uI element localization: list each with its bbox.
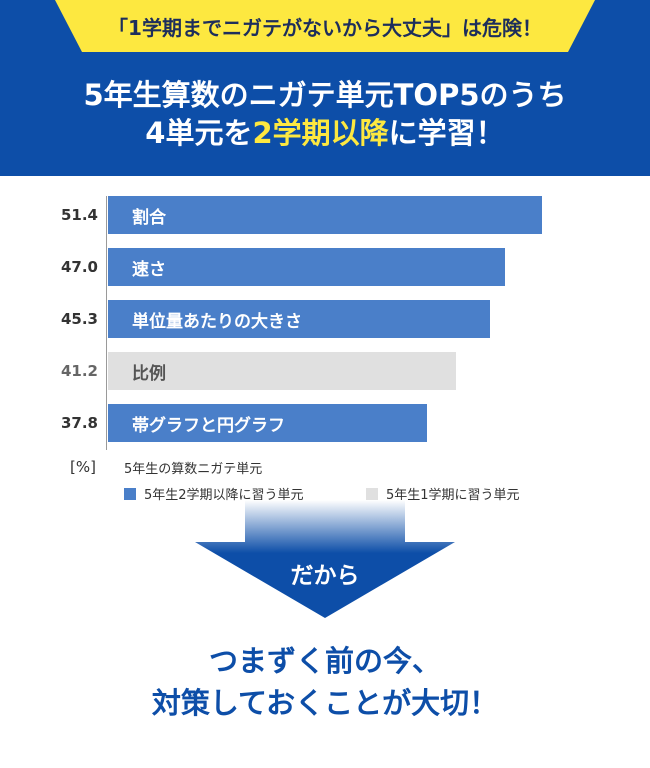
bar-category-label: 割合: [132, 207, 166, 228]
legend-item-first-term: 5年生1学期に習う単元: [366, 484, 520, 503]
conclusion-line2: 対策しておくことが大切！: [151, 686, 499, 720]
conclusion-line1: つまずく前の今、: [208, 644, 441, 678]
bar-value-label: 51.4: [60, 206, 98, 224]
bar: 単位量あたりの大きさ: [108, 300, 490, 338]
headline-line2-part3: に学習！: [388, 116, 505, 150]
legend-swatch-blue: [124, 487, 136, 500]
bar: 速さ: [108, 248, 505, 286]
header-banner: 「1学期までニガテがないから大丈夫」は危険！ 5年生算数のニガテ単元TOP5のう…: [0, 0, 650, 176]
bar: 比例: [108, 352, 456, 390]
bar: 割合: [108, 196, 542, 234]
headline-line2-part1: 4単元を: [145, 116, 253, 150]
bar-category-label: 単位量あたりの大きさ: [132, 311, 302, 332]
bar-category-label: 比例: [132, 363, 166, 384]
legend-label-first-term: 5年生1学期に習う単元: [386, 488, 520, 503]
warning-text: 「1学期までニガテがないから大丈夫」は危険！: [108, 15, 542, 40]
bar-value-label: 45.3: [60, 310, 98, 328]
chart-title: 5年生の算数ニガテ単元: [124, 462, 263, 477]
bar-value-label: 41.2: [60, 362, 98, 380]
down-arrow-icon: [195, 500, 455, 618]
headline-line2: 4単元を2学期以降に学習！: [0, 114, 650, 152]
bar-value-label: 47.0: [60, 258, 98, 276]
bar-value-label: 37.8: [60, 414, 98, 432]
legend-label-second-term: 5年生2学期以降に習う単元: [144, 488, 304, 503]
bar: 帯グラフと円グラフ: [108, 404, 427, 442]
headline-line1: 5年生算数のニガテ単元TOP5のうち: [83, 78, 567, 112]
chart-axis-line: [106, 196, 107, 450]
legend-swatch-gray: [366, 487, 378, 500]
bar-category-label: 帯グラフと円グラフ: [132, 415, 285, 436]
headline: 5年生算数のニガテ単元TOP5のうち 4単元を2学期以降に学習！: [0, 76, 650, 152]
warning-ribbon: 「1学期までニガテがないから大丈夫」は危険！: [55, 0, 595, 52]
chart-unit-label: [%]: [70, 458, 96, 476]
headline-line2-highlight: 2学期以降: [252, 116, 389, 150]
legend-item-second-term: 5年生2学期以降に習う単元: [124, 484, 304, 503]
bar-chart: [%] 5年生の算数ニガテ単元 5年生2学期以降に習う単元 5年生1学期に習う単…: [0, 186, 650, 506]
conclusion-message: つまずく前の今、 対策しておくことが大切！: [0, 640, 650, 724]
arrow-label: だから: [290, 563, 360, 589]
bar-category-label: 速さ: [132, 259, 166, 280]
